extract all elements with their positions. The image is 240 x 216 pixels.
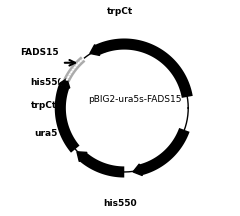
Text: FADS15: FADS15 [20,48,58,57]
Text: pBIG2-ura5s-FADS15: pBIG2-ura5s-FADS15 [88,95,182,104]
Polygon shape [59,78,70,88]
Polygon shape [133,164,142,176]
Text: ura5: ura5 [35,129,58,138]
Text: his550: his550 [103,199,137,208]
Polygon shape [90,45,100,56]
Text: trpCt: trpCt [30,101,57,110]
Text: his550: his550 [30,78,64,87]
Polygon shape [77,152,87,162]
Text: trpCt: trpCt [107,7,133,16]
